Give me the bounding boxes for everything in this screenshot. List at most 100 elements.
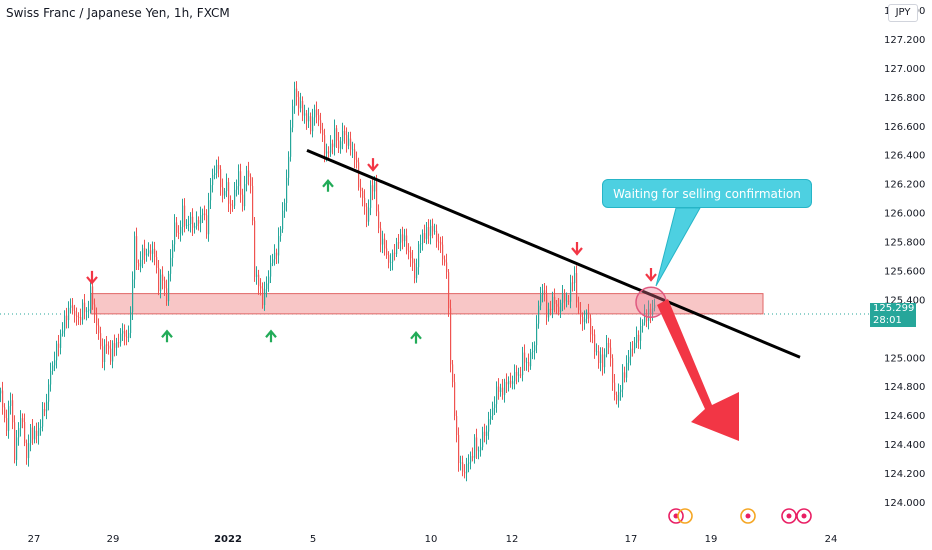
candle-body — [546, 292, 548, 318]
candle-body — [620, 389, 622, 393]
candle-body — [226, 182, 228, 192]
candle-body — [300, 101, 302, 109]
candle-body — [98, 325, 100, 334]
candle-body — [20, 418, 22, 429]
candle-body — [644, 313, 646, 323]
candle-body — [524, 352, 526, 363]
candle-body — [58, 343, 60, 348]
candle-body — [368, 207, 370, 222]
candle-body — [184, 205, 186, 226]
candle-body — [376, 182, 378, 212]
candle-body — [290, 127, 292, 157]
candle-body — [150, 250, 152, 254]
candle-body — [572, 282, 574, 284]
candle-body — [532, 350, 534, 353]
candle-body — [128, 333, 130, 338]
y-tick-label: 124.400 — [884, 440, 925, 451]
candle-body — [96, 314, 98, 326]
y-tick-label: 125.000 — [884, 353, 925, 364]
candle-body — [476, 437, 478, 451]
descending-trendline[interactable] — [306, 148, 801, 359]
candle-body — [50, 370, 52, 385]
candle-body — [388, 255, 390, 263]
candle-body — [604, 354, 606, 368]
candle-body — [562, 293, 564, 303]
candle-body — [596, 351, 598, 353]
candle-body — [322, 129, 324, 136]
y-tick-label: 125.400 — [884, 295, 925, 306]
candle-body — [216, 164, 218, 174]
candle-body — [634, 342, 636, 350]
candle-body — [102, 346, 104, 363]
candle-body — [420, 243, 422, 245]
candle-body — [260, 286, 262, 289]
candle-body — [282, 210, 284, 230]
candle-body — [152, 248, 154, 254]
candle-body — [484, 431, 486, 436]
candle-body — [346, 135, 348, 146]
candle-body — [404, 235, 406, 242]
green-up-arrow-icon — [322, 179, 334, 192]
candle-body — [22, 418, 24, 422]
candle-body — [630, 348, 632, 357]
candle-body — [508, 380, 510, 385]
candle-body — [90, 286, 92, 310]
candle-body — [302, 101, 304, 116]
candle-body — [194, 226, 196, 228]
selling-confirmation-callout: Waiting for selling confirmation — [602, 179, 812, 208]
candle-body — [298, 96, 300, 109]
candle-body — [16, 437, 18, 460]
y-tick-label: 126.600 — [884, 122, 925, 133]
y-tick-label: 127.200 — [884, 35, 925, 46]
candle-body — [234, 189, 236, 206]
candle-body — [390, 261, 392, 263]
candle-body — [544, 290, 546, 293]
candle-body — [612, 358, 614, 383]
candle-body — [464, 471, 466, 474]
candle-body — [452, 364, 454, 383]
y-tick-label: 127.000 — [884, 64, 925, 75]
candle-body — [520, 374, 522, 376]
candle-body — [38, 428, 40, 436]
candle-body — [170, 257, 172, 274]
candle-body — [294, 88, 296, 107]
red-down-arrow-icon — [367, 158, 379, 172]
candle-body — [622, 372, 624, 390]
candle-body — [146, 253, 148, 256]
candle-body — [70, 305, 72, 308]
candle-body — [324, 135, 326, 154]
candle-body — [336, 128, 338, 141]
candle-body — [362, 191, 364, 198]
candle-body — [502, 387, 504, 395]
candle-body — [330, 143, 332, 153]
y-tick-label: 126.000 — [884, 209, 925, 220]
candle-body — [266, 283, 268, 290]
candle-body — [204, 213, 206, 216]
candle-body — [358, 162, 360, 188]
candle-body — [514, 371, 516, 382]
candle-body — [598, 351, 600, 364]
candle-body — [538, 305, 540, 324]
x-tick-label: 5 — [310, 534, 316, 545]
candle-body — [108, 345, 110, 349]
candle-body — [144, 248, 146, 256]
candle-body — [462, 462, 464, 472]
red-down-arrow-icon — [86, 270, 98, 285]
event-marker-dot — [745, 513, 751, 519]
candle-body — [440, 241, 442, 245]
candle-body — [586, 312, 588, 319]
candle-body — [448, 272, 450, 309]
candle-body — [434, 230, 436, 232]
event-marker-icon[interactable] — [677, 508, 693, 524]
candle-body — [618, 392, 620, 401]
candle-body — [380, 228, 382, 245]
currency-label[interactable]: JPY — [888, 4, 918, 22]
candle-body — [398, 242, 400, 244]
candle-body — [616, 394, 618, 401]
candle-body — [438, 241, 440, 243]
candle-body — [552, 296, 554, 311]
candle-body — [78, 316, 80, 318]
y-tick-label: 124.600 — [884, 411, 925, 422]
